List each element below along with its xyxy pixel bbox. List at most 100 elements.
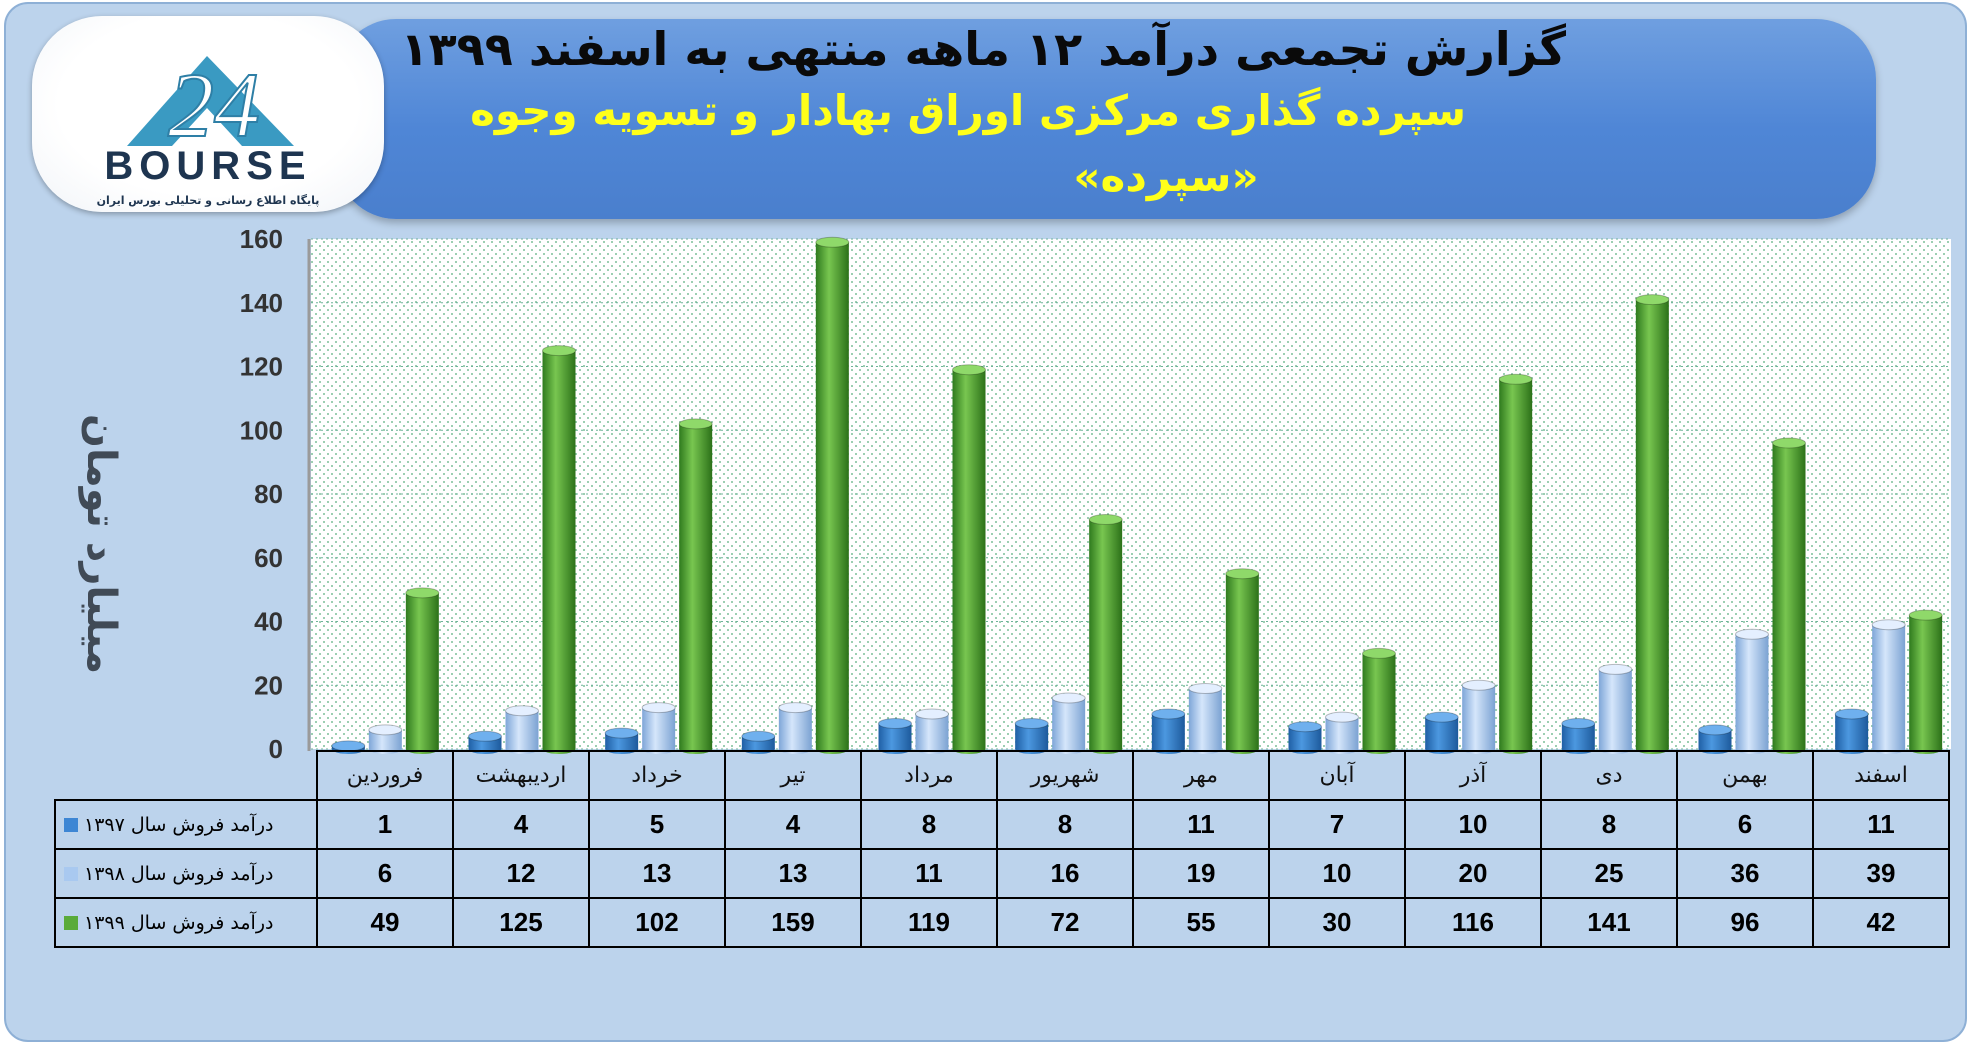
- bar-cap: [952, 364, 986, 376]
- data-cell: 11: [1812, 799, 1950, 850]
- bar-cap: [542, 345, 576, 357]
- category-row: فروردین اردیبهشت خرداد تیر مرداد شهریور مهر آبا…: [55, 750, 1950, 801]
- bar: [815, 242, 849, 749]
- data-cell: 11: [1132, 799, 1270, 850]
- category-label: بهمن: [1676, 750, 1814, 801]
- category-label: تیر: [724, 750, 862, 801]
- bar-cap: [1772, 437, 1806, 449]
- bar-cap: [1498, 373, 1533, 385]
- data-cell: 20: [1404, 848, 1542, 899]
- bar: [679, 423, 713, 749]
- data-cell: 5: [588, 799, 726, 850]
- bar-cap: [604, 727, 639, 739]
- table-row: درآمد فروش سال ۱۳۹۹ 49 125 102 159 119 72 55 30 1…: [54, 897, 1950, 948]
- bourse-logo: 24 BOURSE پایگاه اطلاع رسانی و تحلیلی بو…: [32, 16, 384, 212]
- data-cell: 25: [1540, 848, 1678, 899]
- data-cell: 55: [1132, 897, 1270, 948]
- table-row: درآمد فروش سال ۱۳۹۸ 6 12 13 13 11 16 19 10 20 25 36…: [54, 848, 1950, 899]
- category-label: دی: [1540, 750, 1678, 801]
- logo-name: BOURSE: [104, 144, 311, 188]
- bar: [1909, 615, 1943, 749]
- y-tick-label: 80: [254, 479, 283, 509]
- bar: [505, 710, 539, 749]
- data-cell: 8: [1540, 799, 1678, 850]
- bar-cap: [678, 418, 713, 430]
- data-cell: 12: [452, 848, 590, 899]
- table-corner: [55, 751, 318, 800]
- data-cell: 36: [1676, 848, 1814, 899]
- data-cell: 6: [1676, 799, 1814, 850]
- bar-cap: [1325, 711, 1359, 723]
- logo-number: 24: [168, 54, 260, 156]
- category-label: مرداد: [860, 750, 998, 801]
- report-subtitle-short: «سپرده»: [1073, 152, 1259, 201]
- data-cell: 30: [1268, 897, 1406, 948]
- data-cell: 8: [860, 799, 998, 850]
- bar: [1598, 669, 1632, 749]
- data-cell: 19: [1132, 848, 1270, 899]
- bar: [1462, 685, 1496, 749]
- data-cell: 72: [996, 897, 1134, 948]
- bourse-logo-icon: 24 BOURSE پایگاه اطلاع رسانی و تحلیلی بو…: [97, 53, 320, 207]
- category-label: آبان: [1268, 750, 1406, 801]
- data-cell: 13: [588, 848, 726, 899]
- data-cell: 10: [1404, 799, 1542, 850]
- data-cell: 6: [316, 848, 454, 899]
- bar: [1288, 726, 1322, 749]
- data-cell: 102: [588, 897, 726, 948]
- y-tick-label: 160: [240, 224, 283, 254]
- bar: [1698, 729, 1732, 749]
- category-label: اسفند: [1812, 750, 1950, 801]
- data-cell: 4: [724, 799, 862, 850]
- data-cell: 125: [452, 897, 590, 948]
- bar: [1225, 573, 1259, 749]
- bar-cap: [1362, 647, 1396, 659]
- bar-cap: [1698, 724, 1732, 736]
- legend-swatch: [64, 867, 78, 881]
- bar: [1635, 299, 1669, 749]
- title-banner: [336, 19, 1876, 219]
- category-label: شهریور: [996, 750, 1134, 801]
- logo-tagline: پایگاه اطلاع رسانی و تحلیلی بورس ایران: [97, 194, 320, 207]
- bar-cap: [778, 702, 813, 714]
- legend-entry: درآمد فروش سال ۱۳۹۹: [54, 897, 318, 948]
- bar-cap: [741, 730, 776, 742]
- data-table: فروردین اردیبهشت خرداد تیر مرداد شهریور مهر آبا…: [54, 750, 1950, 948]
- bar: [405, 592, 439, 749]
- bar: [778, 707, 812, 749]
- category-label: مهر: [1132, 750, 1270, 801]
- bar: [915, 713, 949, 749]
- bar-cap: [1014, 718, 1049, 729]
- bar-cap: [505, 705, 539, 717]
- series-name: درآمد فروش سال ۱۳۹۷: [84, 813, 274, 836]
- data-cell: 96: [1676, 897, 1814, 948]
- report-title: گزارش تجمعی درآمد ۱۲ ماهه منتهی به اسفند…: [400, 22, 1566, 76]
- data-cell: 1: [316, 799, 454, 850]
- report-subtitle: سپرده گذاری مرکزی اوراق بهادار و تسویه و…: [470, 86, 1466, 135]
- data-cell: 4: [452, 799, 590, 850]
- bar-cap: [1151, 708, 1186, 720]
- bar-cap: [815, 236, 850, 248]
- bar-cap: [468, 730, 502, 742]
- bar: [368, 729, 402, 749]
- data-cell: 39: [1812, 848, 1950, 899]
- data-cell: 119: [860, 897, 998, 948]
- data-cell: 159: [724, 897, 862, 948]
- bar-cap: [1188, 682, 1223, 694]
- y-tick-label: 100: [240, 415, 283, 445]
- bar: [1872, 624, 1906, 749]
- bar-cap: [1561, 718, 1596, 729]
- bar-cap: [1424, 711, 1459, 723]
- bar-cap: [1635, 294, 1670, 306]
- data-cell: 116: [1404, 897, 1542, 948]
- data-cell: 10: [1268, 848, 1406, 899]
- category-label: آذر: [1404, 750, 1542, 801]
- bar-cap: [1088, 514, 1123, 525]
- data-cell: 11: [860, 848, 998, 899]
- bar: [1735, 634, 1769, 749]
- bar: [1325, 717, 1359, 749]
- legend-swatch: [64, 916, 78, 930]
- bar: [542, 350, 576, 749]
- bar-cap: [1051, 692, 1086, 704]
- data-cell: 49: [316, 897, 454, 948]
